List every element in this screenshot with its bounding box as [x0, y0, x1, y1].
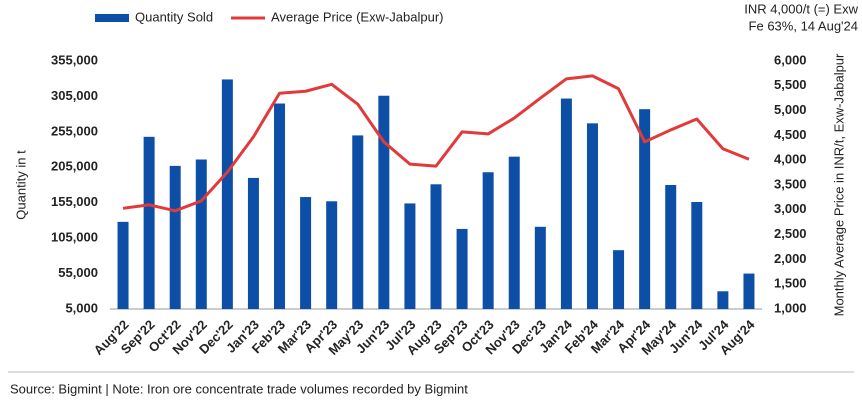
bar	[456, 228, 468, 309]
y2-tick-label: 2,500	[774, 226, 807, 241]
bar	[586, 123, 598, 310]
bar	[221, 79, 233, 310]
bar	[560, 98, 572, 309]
y-axis-label: Quantity in t	[13, 150, 28, 220]
bar	[326, 201, 338, 309]
y2-axis-label: Monthly Average Price in INR/t, Exw-Jaba…	[831, 53, 846, 316]
bar	[169, 165, 181, 309]
legend-swatch	[95, 14, 129, 22]
y-tick-label: 205,000	[51, 159, 98, 174]
y2-tick-label: 3,000	[774, 201, 807, 216]
bar	[534, 226, 546, 309]
bar	[300, 197, 312, 309]
annotation: Fe 63%, 14 Aug'24	[749, 18, 858, 33]
y2-tick-label: 1,500	[774, 276, 807, 291]
y2-tick-label: 5,000	[774, 102, 807, 117]
bar	[639, 109, 651, 309]
bar	[717, 291, 729, 309]
bar	[508, 156, 520, 309]
y-tick-label: 255,000	[51, 123, 98, 138]
bar	[352, 135, 364, 309]
bar	[430, 184, 442, 309]
legend-label: Quantity Sold	[135, 9, 213, 24]
y-tick-label: 355,000	[51, 52, 98, 67]
bar	[143, 136, 155, 309]
bar	[274, 103, 286, 309]
bar	[482, 172, 494, 309]
y2-tick-label: 6,000	[774, 52, 807, 67]
y2-tick-label: 4,000	[774, 152, 807, 167]
y-tick-label: 155,000	[51, 194, 98, 209]
y2-tick-label: 3,500	[774, 176, 807, 191]
bar	[404, 203, 416, 309]
source-note: Source: Bigmint | Note: Iron ore concent…	[10, 381, 468, 396]
bar	[743, 273, 755, 309]
y-tick-label: 105,000	[51, 230, 98, 245]
y2-tick-label: 1,000	[774, 300, 807, 315]
bar	[117, 221, 129, 309]
bar	[195, 159, 207, 309]
y-tick-label: 55,000	[58, 265, 98, 280]
bar	[665, 185, 677, 309]
bar	[691, 202, 703, 309]
bar	[247, 177, 259, 309]
y-tick-label: 5,000	[65, 300, 98, 315]
y2-tick-label: 5,500	[774, 77, 807, 92]
legend-label: Average Price (Exw-Jabalpur)	[271, 9, 443, 24]
bar	[378, 95, 390, 309]
y2-tick-label: 4,500	[774, 127, 807, 142]
bar	[613, 250, 625, 309]
annotation: INR 4,000/t (=) Exw	[744, 1, 858, 16]
price-line	[122, 74, 750, 213]
y-tick-label: 305,000	[51, 88, 98, 103]
y2-tick-label: 2,000	[774, 251, 807, 266]
